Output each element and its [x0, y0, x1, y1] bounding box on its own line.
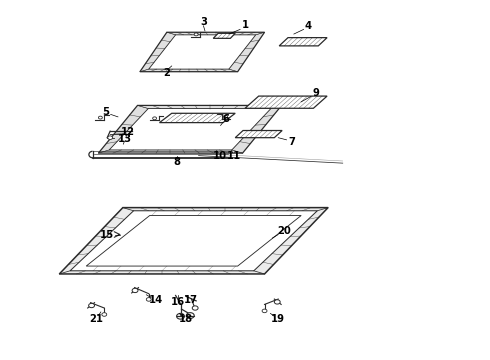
- Polygon shape: [109, 109, 271, 150]
- Circle shape: [132, 288, 138, 293]
- Text: 10: 10: [213, 150, 226, 161]
- Polygon shape: [149, 35, 256, 69]
- Text: 18: 18: [178, 314, 193, 324]
- Text: 21: 21: [89, 314, 103, 324]
- Circle shape: [223, 115, 227, 118]
- Circle shape: [192, 306, 198, 310]
- Text: 3: 3: [200, 17, 207, 27]
- Polygon shape: [279, 38, 327, 46]
- Circle shape: [186, 313, 194, 319]
- Text: 20: 20: [277, 226, 291, 236]
- Polygon shape: [213, 33, 235, 39]
- Polygon shape: [59, 208, 328, 274]
- Text: 15: 15: [100, 230, 114, 239]
- Text: 2: 2: [163, 68, 170, 78]
- Polygon shape: [98, 105, 282, 153]
- Circle shape: [262, 309, 267, 313]
- Circle shape: [108, 136, 113, 139]
- Text: 12: 12: [121, 127, 135, 136]
- Text: 5: 5: [102, 107, 109, 117]
- Circle shape: [102, 313, 107, 316]
- Text: 13: 13: [118, 134, 132, 144]
- Text: 11: 11: [227, 150, 242, 161]
- Circle shape: [98, 116, 102, 119]
- Polygon shape: [140, 32, 265, 72]
- Polygon shape: [70, 211, 318, 271]
- Text: 1: 1: [242, 20, 248, 30]
- Text: 7: 7: [288, 138, 295, 147]
- Text: 16: 16: [171, 297, 185, 307]
- Polygon shape: [159, 113, 235, 123]
- Polygon shape: [235, 131, 282, 138]
- Circle shape: [153, 117, 157, 120]
- Text: 17: 17: [184, 295, 198, 305]
- Text: 8: 8: [173, 157, 180, 167]
- Text: 4: 4: [305, 21, 312, 31]
- Circle shape: [194, 33, 198, 36]
- Circle shape: [274, 300, 280, 304]
- Text: 9: 9: [313, 88, 319, 98]
- Text: 6: 6: [222, 114, 229, 124]
- Text: 19: 19: [271, 314, 285, 324]
- Text: 14: 14: [149, 295, 163, 305]
- Polygon shape: [245, 96, 327, 108]
- Polygon shape: [86, 216, 301, 266]
- Circle shape: [147, 298, 151, 301]
- Circle shape: [176, 314, 184, 319]
- Circle shape: [89, 303, 95, 308]
